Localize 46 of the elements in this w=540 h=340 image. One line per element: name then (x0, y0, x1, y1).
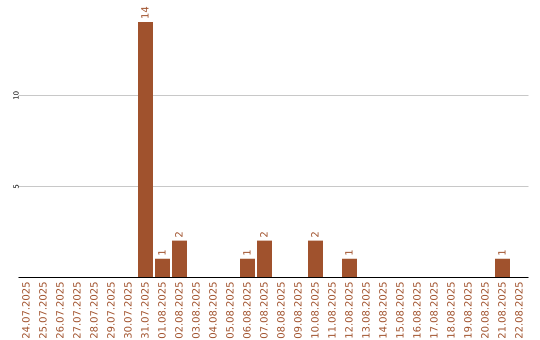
x-tick-label: 31.07.2025 (140, 282, 152, 339)
data-label: 14 (140, 6, 152, 19)
bar (155, 258, 170, 277)
x-tick-label: 11.08.2025 (328, 282, 338, 339)
data-label: 1 (498, 249, 508, 256)
x-tick-label: 21.08.2025 (498, 282, 508, 339)
x-tick-label: 07.08.2025 (260, 282, 270, 339)
bar (257, 240, 272, 277)
x-tick-label: 22.08.2025 (514, 282, 526, 339)
x-tick-label: 16.08.2025 (412, 282, 424, 339)
x-tick-label: 06.08.2025 (242, 282, 254, 339)
bar (240, 258, 255, 277)
bar (308, 240, 323, 277)
x-tick-label: 18.08.2025 (446, 282, 458, 339)
x-tick-label: 17.08.2025 (430, 282, 440, 339)
data-label: 2 (260, 231, 270, 238)
x-tick-label: 14.08.2025 (378, 282, 390, 339)
x-tick-label: 15.08.2025 (396, 282, 406, 339)
bar (138, 22, 153, 277)
data-label: 2 (174, 231, 186, 238)
x-tick-label: 09.08.2025 (294, 282, 304, 339)
data-label: 1 (242, 249, 254, 256)
x-tick-label: 29.07.2025 (106, 282, 118, 339)
x-tick-label: 19.08.2025 (464, 282, 474, 339)
x-tick-label: 12.08.2025 (344, 282, 356, 339)
x-tick-label: 26.07.2025 (56, 282, 66, 339)
x-tick-label: 08.08.2025 (276, 282, 288, 339)
x-tick-label: 02.08.2025 (174, 282, 186, 339)
x-tick-label: 25.07.2025 (38, 282, 50, 339)
data-label: 2 (310, 231, 322, 238)
x-tick-label: 05.08.2025 (226, 282, 236, 339)
x-tick-label: 30.07.2025 (124, 282, 134, 339)
data-label: 1 (158, 249, 168, 256)
bar (172, 240, 187, 277)
x-tick-label: 20.08.2025 (480, 282, 492, 339)
x-tick-label: 01.08.2025 (158, 282, 168, 339)
x-tick-label: 13.08.2025 (362, 282, 372, 339)
bar (342, 258, 357, 277)
x-tick-label: 28.07.2025 (90, 282, 100, 339)
x-tick-label: 10.08.2025 (310, 282, 322, 339)
x-tick-label: 03.08.2025 (192, 282, 202, 339)
x-tick-label: 04.08.2025 (208, 282, 220, 339)
data-label: 1 (344, 249, 356, 256)
x-tick-label: 24.07.2025 (22, 282, 32, 339)
bar (495, 258, 510, 277)
x-tick-label: 27.07.2025 (72, 282, 84, 339)
